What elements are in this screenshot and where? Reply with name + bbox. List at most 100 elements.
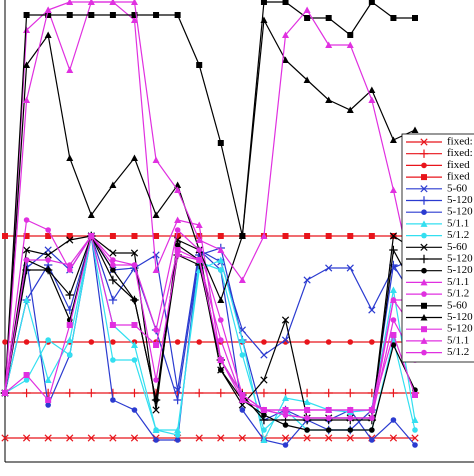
data-point	[45, 12, 52, 18]
legend-marker	[421, 162, 427, 169]
marker-shape	[281, 316, 290, 324]
data-point	[174, 216, 182, 223]
marker-shape	[303, 398, 311, 405]
data-point	[87, 434, 95, 442]
data-point	[302, 388, 312, 398]
data-point	[44, 251, 52, 259]
data-point	[66, 66, 74, 73]
marker-shape	[23, 26, 31, 33]
legend-label: fixed	[447, 159, 470, 171]
data-point	[44, 31, 52, 38]
marker-shape	[419, 254, 429, 264]
marker-shape	[216, 388, 225, 398]
marker-shape	[66, 154, 74, 161]
marker-shape	[174, 216, 182, 223]
data-point	[368, 407, 375, 413]
series-line	[4, 235, 416, 442]
marker-shape	[23, 339, 30, 345]
data-point	[260, 376, 268, 384]
marker-shape	[412, 15, 418, 21]
marker-shape	[421, 232, 427, 239]
data-point	[131, 357, 138, 363]
data-point	[23, 233, 30, 239]
data-point	[109, 233, 116, 239]
data-point	[45, 402, 51, 408]
marker-shape	[346, 106, 354, 113]
marker-shape	[346, 264, 354, 272]
data-point	[131, 322, 138, 328]
marker-shape	[153, 342, 160, 348]
marker-shape	[347, 407, 354, 413]
data-point	[282, 422, 289, 428]
marker-shape	[130, 341, 138, 348]
marker-shape	[131, 262, 138, 268]
data-point	[1, 434, 9, 442]
marker-shape	[130, 16, 138, 23]
marker-shape	[217, 317, 224, 323]
marker-shape	[325, 233, 332, 239]
marker-shape	[44, 6, 52, 13]
data-point	[153, 233, 160, 239]
marker-shape	[130, 434, 139, 442]
marker-shape	[390, 417, 397, 423]
data-point	[412, 15, 418, 21]
data-point	[239, 352, 246, 358]
marker-shape	[390, 317, 397, 323]
data-point	[196, 339, 203, 345]
marker-shape	[23, 217, 30, 223]
data-point	[152, 266, 160, 273]
data-point	[110, 257, 116, 263]
marker-shape	[304, 233, 311, 239]
marker-shape	[369, 437, 375, 443]
marker-shape	[389, 232, 398, 240]
data-point	[153, 377, 159, 383]
data-point	[217, 357, 224, 363]
marker-shape	[217, 246, 225, 253]
data-point	[303, 76, 311, 83]
marker-shape	[347, 415, 354, 421]
data-point	[109, 0, 117, 5]
data-point	[389, 434, 398, 442]
data-point	[282, 407, 289, 413]
marker-shape	[261, 427, 267, 433]
legend-marker	[420, 278, 428, 286]
marker-shape	[174, 181, 182, 188]
marker-shape	[347, 427, 354, 433]
marker-shape	[217, 367, 224, 373]
marker-shape	[44, 434, 52, 442]
data-point	[412, 392, 418, 398]
data-point	[131, 262, 138, 268]
data-point	[174, 437, 181, 443]
data-point	[347, 427, 354, 433]
data-point	[347, 339, 354, 345]
series-line	[4, 1, 416, 394]
marker-shape	[421, 302, 427, 309]
data-point	[261, 412, 267, 418]
series-line	[4, 235, 416, 411]
legend-marker	[421, 209, 427, 215]
marker-shape	[390, 332, 397, 338]
marker-shape	[303, 76, 311, 83]
data-point	[45, 267, 51, 273]
marker-shape	[66, 236, 74, 244]
marker-shape	[303, 276, 311, 284]
data-point	[23, 96, 31, 103]
marker-shape	[303, 434, 311, 442]
marker-shape	[304, 15, 311, 21]
data-point	[131, 297, 138, 303]
legend-label: 5-120	[447, 253, 473, 265]
marker-shape	[174, 227, 181, 233]
data-point	[389, 245, 398, 255]
data-point	[282, 394, 290, 401]
marker-shape	[238, 276, 246, 283]
marker-shape	[130, 388, 139, 398]
marker-shape	[412, 442, 418, 448]
data-point	[87, 0, 95, 5]
data-point	[346, 388, 355, 398]
data-point	[259, 388, 269, 398]
marker-shape	[389, 434, 398, 442]
marker-shape	[346, 41, 354, 48]
data-point	[88, 339, 95, 345]
data-point	[44, 376, 52, 383]
data-point	[174, 432, 181, 438]
